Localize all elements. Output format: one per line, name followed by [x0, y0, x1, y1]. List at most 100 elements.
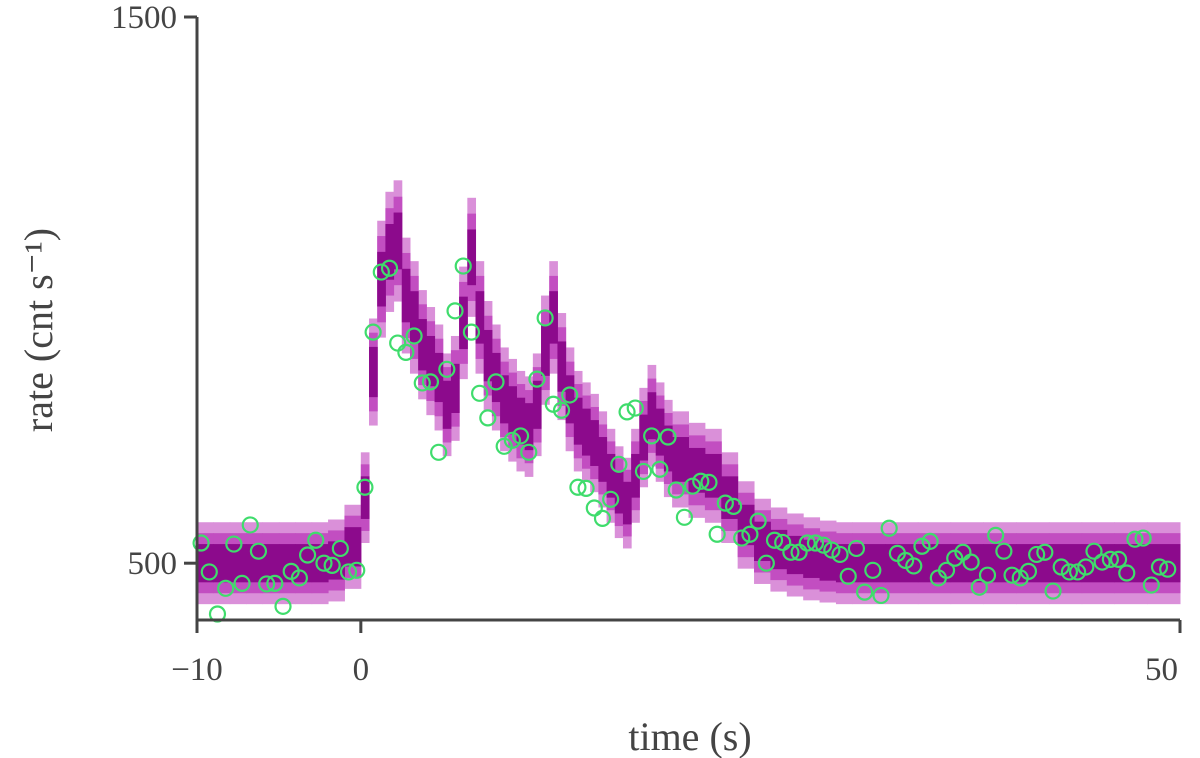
axes: 500 1500 −10 0 50 — [111, 0, 1182, 688]
data-point — [397, 343, 415, 361]
band-step — [532, 380, 542, 429]
data-point — [987, 526, 1005, 544]
band-step — [369, 346, 378, 398]
data-point — [536, 309, 554, 327]
data-point — [692, 472, 710, 490]
data-point — [1044, 582, 1062, 600]
x-tick-label: 0 — [353, 652, 370, 688]
data-point — [798, 534, 816, 552]
data-point — [200, 563, 218, 581]
data-point — [921, 532, 939, 550]
band-step — [590, 420, 599, 466]
data-point — [192, 534, 210, 552]
data-point — [454, 257, 472, 275]
data-point — [413, 374, 431, 392]
data-point — [864, 561, 882, 579]
data-point — [364, 323, 382, 341]
data-point — [626, 399, 644, 417]
data-point — [307, 531, 325, 549]
data-point — [1134, 529, 1152, 547]
y-tick-label: 500 — [128, 546, 178, 582]
band-step — [573, 397, 583, 445]
data-point — [462, 323, 481, 341]
data-point — [872, 586, 890, 605]
band-step — [647, 392, 657, 440]
band-step — [557, 341, 567, 392]
band-step — [467, 229, 477, 286]
data-point — [880, 519, 898, 537]
data-point — [1118, 564, 1136, 582]
data-point — [1101, 550, 1119, 568]
data-point — [528, 370, 546, 388]
data-point — [1077, 558, 1095, 576]
band-step — [434, 352, 444, 403]
band-step — [622, 481, 632, 525]
data-point — [847, 539, 866, 558]
data-point — [962, 553, 980, 571]
y-tick-label: 1500 — [111, 0, 177, 36]
data-point — [266, 574, 284, 593]
data-point — [643, 427, 661, 445]
data-point — [585, 499, 603, 517]
data-point — [315, 554, 333, 572]
data-points — [192, 257, 1177, 623]
data-point — [479, 409, 497, 427]
data-point — [618, 403, 636, 421]
data-point — [471, 384, 489, 402]
data-point — [708, 525, 726, 543]
data-point — [937, 561, 956, 579]
data-point — [724, 497, 743, 515]
data-point — [298, 546, 317, 564]
data-point — [421, 373, 440, 391]
data-point — [733, 529, 751, 547]
data-point — [651, 460, 669, 478]
data-point — [634, 462, 653, 481]
x-tick-label: 50 — [1145, 652, 1178, 688]
data-point — [380, 259, 399, 277]
data-point — [749, 512, 767, 530]
band-step — [835, 544, 853, 583]
band-step — [655, 408, 665, 456]
band-step — [385, 224, 395, 280]
data-point — [1109, 550, 1128, 568]
data-point — [716, 494, 734, 512]
data-point — [1085, 542, 1103, 560]
data-point — [258, 575, 276, 593]
data-point — [765, 531, 784, 549]
data-point — [593, 509, 612, 528]
data-point — [1028, 545, 1046, 564]
data-point — [339, 563, 358, 581]
data-point — [757, 554, 775, 572]
data-point — [782, 543, 800, 561]
band-step — [360, 476, 370, 519]
data-point — [1126, 530, 1144, 548]
band-step — [483, 329, 493, 382]
band-step — [663, 425, 673, 472]
data-point — [700, 473, 718, 491]
data-point — [577, 479, 595, 497]
band-step — [516, 397, 526, 445]
data-point — [1060, 563, 1079, 581]
band-step — [418, 319, 427, 371]
band-step — [491, 352, 501, 403]
data-point — [839, 567, 857, 585]
band-step — [582, 408, 591, 456]
band-step — [393, 212, 403, 270]
x-tick-label: −10 — [171, 652, 223, 688]
band-step — [409, 291, 419, 344]
data-point — [1150, 558, 1169, 576]
band-step — [614, 470, 624, 514]
data-point — [561, 386, 579, 404]
y-axis-label: rate (cnt s⁻¹) — [16, 228, 61, 432]
band-step — [459, 296, 468, 350]
data-point — [978, 566, 997, 584]
band-step — [754, 521, 771, 562]
data-point — [970, 578, 988, 596]
band-step — [672, 437, 689, 482]
data-point — [856, 583, 874, 601]
band-step — [803, 539, 821, 578]
data-point — [217, 579, 235, 597]
data-point — [741, 525, 759, 543]
data-point — [430, 443, 448, 461]
data-point — [503, 431, 521, 449]
